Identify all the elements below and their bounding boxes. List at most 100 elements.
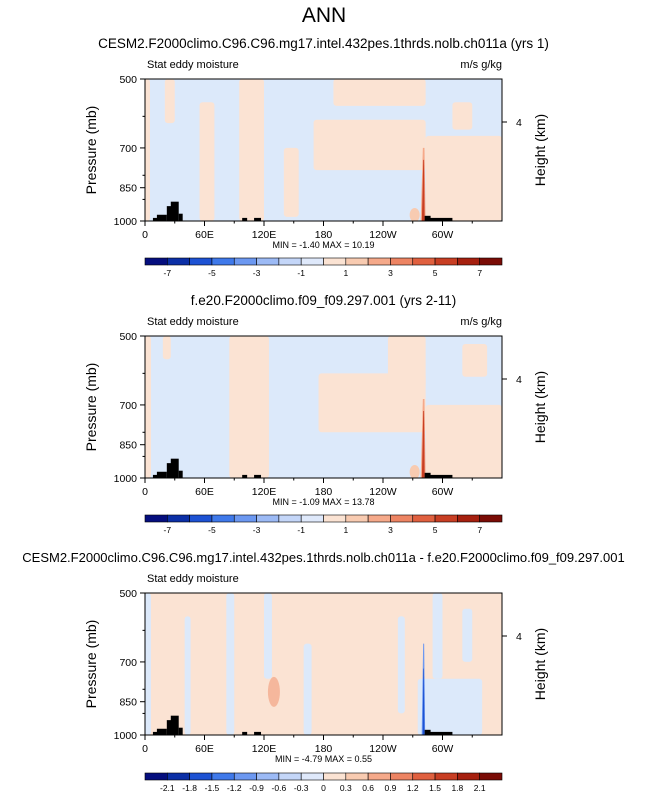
- y-tick-label: 1000: [114, 730, 138, 742]
- colorbar-box: [390, 257, 414, 266]
- x-tick-label: 0: [142, 486, 148, 498]
- colorbar-box: [189, 257, 213, 266]
- contour-patch: [199, 102, 215, 221]
- colorbar-box: [144, 772, 168, 781]
- x-tick-label: 60E: [195, 486, 214, 498]
- contour-patch: [145, 79, 150, 221]
- colorbar-box: [300, 772, 324, 781]
- colorbar-box: [189, 514, 213, 523]
- colorbar-box: [278, 772, 302, 781]
- x-tick-label: 60E: [195, 229, 214, 241]
- colorbar-tick-label: 7: [477, 525, 482, 535]
- contour-patch: [226, 593, 235, 735]
- stats-label: MIN = -1.40 MAX = 10.19: [272, 240, 374, 250]
- colorbar-tick-label: 1: [343, 268, 348, 278]
- colorbar-tick-label: 5: [433, 525, 438, 535]
- colorbar-box: [144, 514, 168, 523]
- topography-block: [156, 728, 167, 735]
- colorbar-tick-label: 7: [477, 268, 482, 278]
- colorbar-box: [412, 257, 436, 266]
- spike-halo: [409, 465, 420, 478]
- colorbar-box: [457, 514, 480, 523]
- colorbar-box: [390, 514, 414, 523]
- panel-right-label: m/s g/kg: [460, 316, 502, 328]
- contour-patch: [425, 135, 502, 221]
- contour-patch: [145, 593, 151, 735]
- y-tick-label: 500: [119, 74, 137, 86]
- right-axis-title: Height (km): [532, 628, 548, 700]
- contour-patch: [397, 616, 405, 714]
- colorbar-box: [479, 257, 503, 266]
- colorbar-box: [233, 514, 257, 523]
- contour-patch: [145, 336, 151, 478]
- right-axis-title: Height (km): [532, 371, 548, 443]
- topography-block: [254, 217, 262, 221]
- contour-patch: [229, 336, 269, 478]
- colorbar-tick-label: 2.1: [474, 783, 486, 793]
- panel-title: f.e20.F2000climo.f09_f09.297.001 (yrs 2-…: [191, 293, 456, 308]
- contour-patch: [283, 147, 299, 217]
- panel-title: CESM2.F2000climo.C96.C96.mg17.intel.432p…: [98, 36, 549, 51]
- topography-block: [156, 214, 167, 221]
- colorbar-tick-label: 0.9: [385, 783, 397, 793]
- topography-block: [242, 474, 248, 478]
- x-tick-label: 120E: [252, 743, 277, 755]
- contour-patch: [387, 336, 426, 387]
- colorbar-tick-label: 0.3: [340, 783, 352, 793]
- topography-block: [178, 470, 183, 478]
- colorbar-tick-label: 1.8: [451, 783, 463, 793]
- topography-block: [170, 201, 179, 221]
- colorbar-box: [256, 514, 280, 523]
- colorbar-tick-label: -1.8: [182, 783, 197, 793]
- colorbar-tick-label: -3: [253, 525, 261, 535]
- x-tick-label: 180: [315, 229, 333, 241]
- y-tick-label: 1000: [114, 216, 138, 228]
- contour-patch: [417, 678, 483, 735]
- contour-patch: [462, 344, 488, 377]
- y-tick-label: 850: [119, 697, 137, 709]
- topography-block: [166, 206, 175, 221]
- panel-3: CESM2.F2000climo.C96.C96.mg17.intel.432p…: [22, 550, 624, 793]
- topography-block: [170, 458, 179, 478]
- topography-block: [166, 463, 175, 478]
- x-tick-label: 60W: [432, 486, 454, 498]
- colorbar-tick-label: -5: [208, 268, 216, 278]
- x-tick-label: 120E: [252, 229, 277, 241]
- colorbar-box: [434, 772, 458, 781]
- spike-core: [421, 410, 425, 478]
- y-tick-label: 500: [119, 331, 137, 343]
- x-tick-label: 0: [142, 743, 148, 755]
- colorbar-box: [233, 257, 257, 266]
- colorbar-tick-label: -1.5: [205, 783, 220, 793]
- x-tick-label: 180: [315, 743, 333, 755]
- x-tick-label: 0: [142, 229, 148, 241]
- y-tick-label: 700: [119, 400, 137, 412]
- colorbar-tick-label: -5: [208, 525, 216, 535]
- topography-block: [170, 715, 179, 735]
- colorbar-box: [345, 514, 369, 523]
- y-tick-label: 1000: [114, 473, 138, 485]
- topography-block: [427, 731, 453, 735]
- contour-patch: [462, 608, 473, 662]
- stats-label: MIN = -4.79 MAX = 0.55: [275, 754, 372, 764]
- x-tick-label: 60E: [195, 743, 214, 755]
- colorbar-tick-label: 1.2: [407, 783, 419, 793]
- colorbar-tick-label: 0.6: [362, 783, 374, 793]
- contour-blob: [267, 676, 280, 707]
- colorbar-box: [367, 514, 391, 523]
- colorbar-box: [211, 257, 235, 266]
- contour-patch: [162, 336, 171, 360]
- colorbar-box: [167, 514, 190, 523]
- colorbar-tick-label: -3: [253, 268, 261, 278]
- topography-block: [427, 474, 453, 478]
- panel-2: f.e20.F2000climo.f09_f09.297.001 (yrs 2-…: [83, 293, 548, 535]
- colorbar-box: [167, 257, 190, 266]
- spike-core: [421, 159, 425, 221]
- spike-halo: [409, 208, 420, 221]
- colorbar-tick-label: 0: [321, 783, 326, 793]
- topography-block: [178, 727, 183, 735]
- topography-block: [427, 217, 453, 221]
- colorbar-box: [300, 514, 324, 523]
- contour-patch: [333, 79, 426, 106]
- colorbar-tick-label: -1: [297, 525, 305, 535]
